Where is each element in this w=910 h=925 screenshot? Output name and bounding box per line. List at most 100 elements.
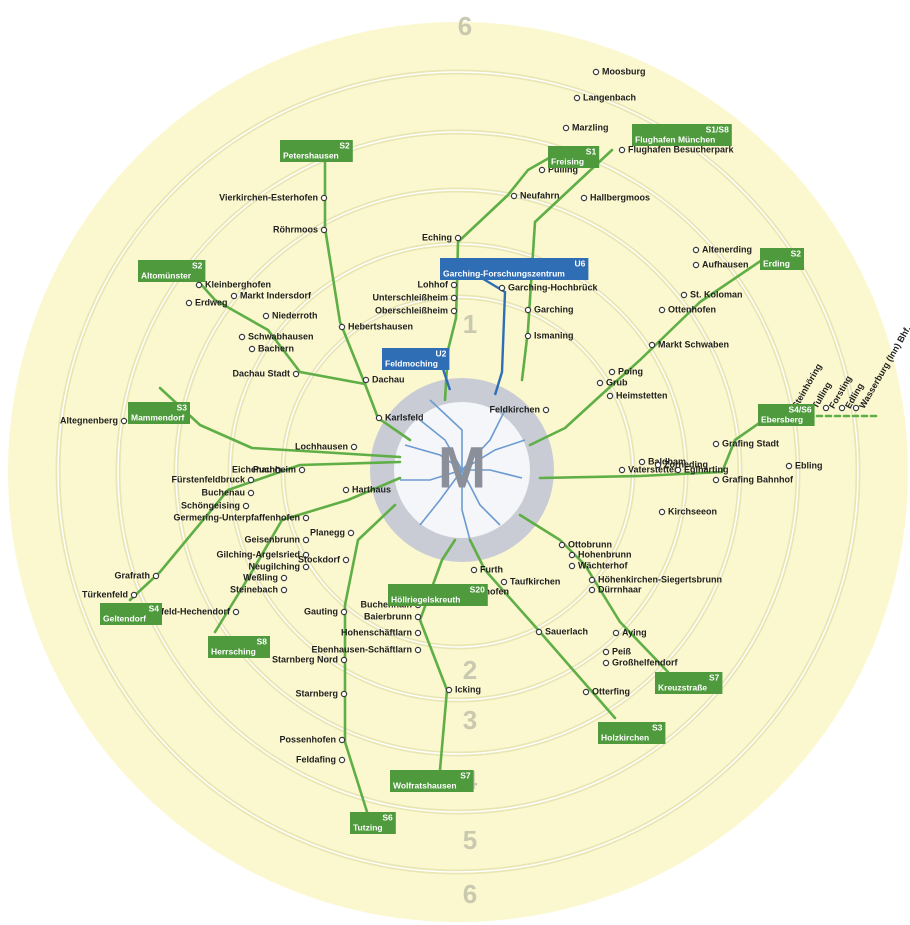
station-label: Niederroth [272,310,318,320]
station-label: Buchenau [201,487,245,497]
station-label: Altenerding [702,244,752,254]
station-label: Poing [618,366,643,376]
network-map: M 1234566MoosburgLangenbachMarzlingFlugh… [0,0,910,925]
station-label: Vierkirchen-Esterhofen [219,192,318,202]
station-dot [659,509,664,514]
station-label: Unterschleißheim [372,292,448,302]
station-label: Kleinberghofen [205,279,271,289]
station-dot [675,467,680,472]
station-label: Germering-Unterpfaffenhofen [173,512,300,522]
station-label: Otterfing [592,686,630,696]
station-dot [543,407,548,412]
terminus-name: Mammendorf [131,412,185,422]
zone-number: 3 [463,705,477,735]
terminus-name: Feldmoching [385,358,438,368]
station-label: Ismaning [534,330,574,340]
station-dot [131,592,136,597]
station-dot [693,247,698,252]
station-label: Harthaus [352,484,391,494]
terminus-line: S20 [470,584,485,594]
station-dot [589,577,594,582]
station-dot [563,125,568,130]
station-dot [569,552,574,557]
station-label: Starnberg [295,688,338,698]
station-label: Garching [534,304,574,314]
station-dot [293,371,298,376]
station-label: Ebenhausen-Schäftlarn [311,644,412,654]
station-label: Ebling [795,460,823,470]
station-dot [339,324,344,329]
zone-number: 6 [458,11,472,41]
station-dot [281,575,286,580]
station-label: Ottenhofen [668,304,716,314]
zone-number: 2 [463,655,477,685]
station-dot [501,579,506,584]
terminus-name: Herrsching [211,646,256,656]
station-dot [649,342,654,347]
station-label: Hohenschäftlarn [341,627,412,637]
station-label: Aying [622,627,647,637]
station-dot [415,630,420,635]
terminus-name: Petershausen [283,150,339,160]
terminus-line: S4/S6 [788,404,811,414]
station-label: Eglharting [684,464,729,474]
station-dot [196,282,201,287]
terminus-line: U6 [575,258,586,268]
terminus-name: Kreuzstraße [658,682,707,692]
station-dot [248,477,253,482]
terminus-line: S4 [149,603,160,613]
station-label: Großhelfendorf [612,657,678,667]
station-dot [343,487,348,492]
station-label: Grafing Stadt [722,438,779,448]
station-label: Grafing Bahnhof [722,474,794,484]
station-label: Markt Indersdorf [240,290,312,300]
terminus-line: S3 [177,402,188,412]
zone-number: 1 [463,309,477,339]
station-dot [249,346,254,351]
station-dot [451,282,456,287]
station-dot [446,687,451,692]
station-label: Karlsfeld [385,412,424,422]
station-label: Langenbach [583,92,636,102]
station-dot [303,564,308,569]
station-label: Furth [480,564,503,574]
station-dot [299,467,304,472]
station-label: Steinebach [230,584,278,594]
terminus-line: S1/S8 [706,124,729,134]
station-label: Eching [422,232,452,242]
station-dot [639,459,644,464]
station-dot [451,308,456,313]
station-label: Höhenkirchen-Siegertsbrunn [598,574,722,584]
station-label: Lochhausen [295,441,348,451]
station-dot [786,463,791,468]
station-dot [348,530,353,535]
station-dot [376,415,381,420]
station-label: Grafrath [114,570,150,580]
station-dot [471,567,476,572]
station-label: Geisenbrunn [244,534,300,544]
terminus-name: Freising [551,156,584,166]
station-dot [607,393,612,398]
station-dot [339,737,344,742]
station-label: Kirchseeon [668,506,717,516]
station-dot [655,462,660,467]
station-dot [415,614,420,619]
station-dot [539,167,544,172]
station-dot [281,587,286,592]
station-label: Taufkirchen [510,576,560,586]
terminus-line: S8 [257,636,268,646]
station-dot [239,334,244,339]
terminus-name: Ebersberg [761,414,803,424]
station-dot [451,295,456,300]
station-label: Markt Schwaben [658,339,729,349]
station-dot [243,503,248,508]
station-dot [589,587,594,592]
station-dot [341,609,346,614]
station-dot [231,293,236,298]
station-dot [559,542,564,547]
station-label: Planegg [310,527,345,537]
station-label: Sauerlach [545,626,588,636]
station-label: Marzling [572,122,609,132]
station-label: Stockdorf [298,554,341,564]
station-label: Wächterhof [578,560,629,570]
